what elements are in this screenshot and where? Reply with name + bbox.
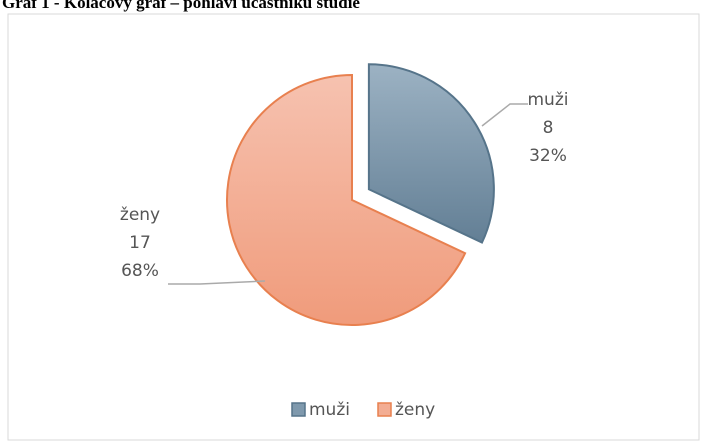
data-label-percent: 32% xyxy=(529,146,567,166)
pie-slice xyxy=(367,63,495,244)
legend-swatch xyxy=(377,402,392,417)
pie-slice xyxy=(226,73,467,326)
data-label-value: 8 xyxy=(543,118,554,138)
chart-title: Graf 1 - Koláčový graf – pohlaví účastní… xyxy=(2,0,360,12)
data-label-percent: 68% xyxy=(121,261,159,281)
data-label-value: 17 xyxy=(129,233,151,253)
data-label-name: muži xyxy=(528,90,569,110)
leader-line xyxy=(168,280,266,285)
leader-line xyxy=(481,103,528,127)
legend-label: ženy xyxy=(395,400,435,420)
legend-label: muži xyxy=(309,400,350,420)
legend-swatch xyxy=(291,402,306,417)
data-label-name: ženy xyxy=(120,205,160,225)
